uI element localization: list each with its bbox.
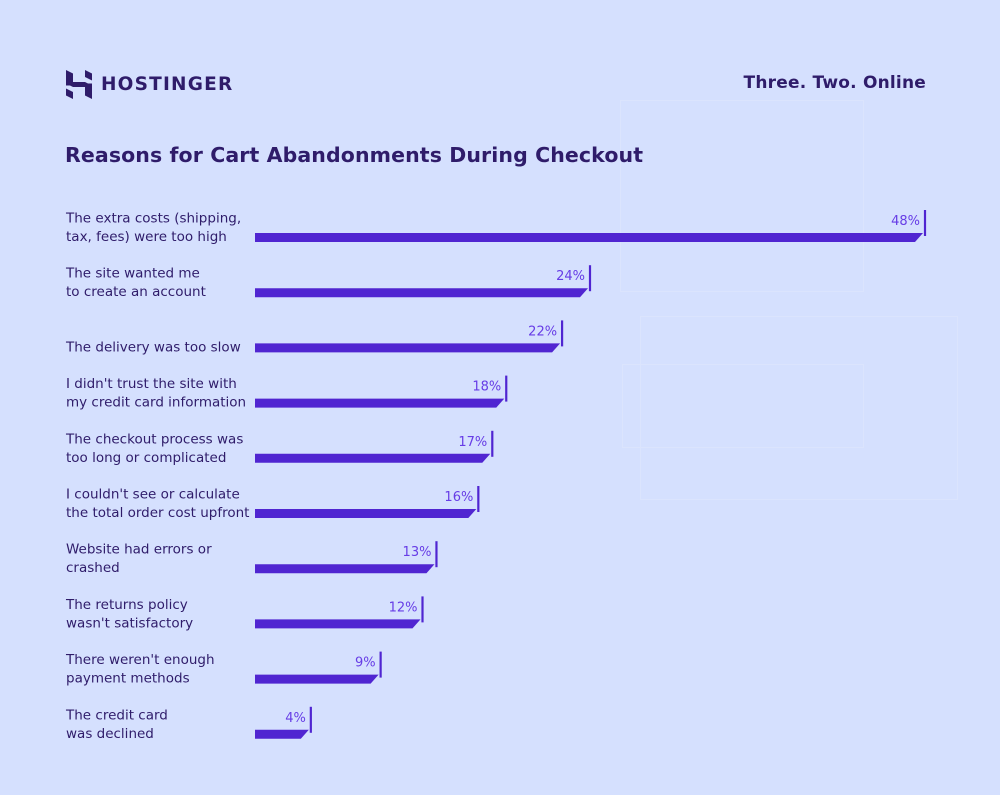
bar-row: 4% The credit card was declined (65, 706, 312, 742)
bar-row: 18% I didn't trust the site with my credit… (66, 375, 508, 411)
category-label: The checkout process was too long or comp… (65, 431, 243, 466)
category-label: The credit card was declined (65, 707, 168, 742)
category-label: I couldn't see or calculate the total ord… (66, 487, 249, 522)
background-decoration (622, 364, 864, 448)
value-label: 22% (528, 324, 557, 339)
bar (255, 453, 491, 463)
bar (255, 729, 309, 739)
value-label: 4% (285, 711, 306, 726)
brand: HOSTINGER (66, 69, 233, 99)
category-label: The returns policy wasn't satisfactory (65, 597, 193, 632)
value-label: 9% (355, 656, 376, 671)
background-decoration (620, 100, 864, 292)
bar-row: 13% Website had errors or crashed (66, 541, 438, 577)
value-label: 16% (444, 490, 473, 505)
bar-row: 17% The checkout process was too long or c… (65, 430, 494, 466)
hostinger-logo-icon (66, 69, 92, 99)
bar-row: 24% The site wanted me to create an accoun… (65, 265, 592, 301)
category-label: The delivery was too slow (65, 339, 241, 355)
bar-row: 12% The returns policy wasn't satisfactory (65, 596, 424, 632)
category-label: The site wanted me to create an account (65, 266, 206, 301)
chart-title: Reasons for Cart Abandonments During Che… (65, 143, 644, 167)
bar (255, 233, 923, 242)
bar-row: 9% There weren't enough payment methods (65, 651, 382, 687)
bar (255, 674, 379, 684)
value-label: 24% (556, 269, 585, 284)
value-label: 17% (458, 435, 487, 450)
bar-row: 48% The extra costs (shipping, tax, fees) … (65, 210, 927, 246)
bar (255, 288, 588, 298)
value-label: 13% (403, 545, 432, 560)
category-label: I didn't trust the site with my credit ca… (66, 376, 246, 411)
brand-name: HOSTINGER (101, 73, 234, 95)
value-label: 18% (472, 380, 501, 395)
category-label: The extra costs (shipping, tax, fees) wer… (65, 211, 241, 246)
background-decoration (640, 316, 958, 500)
category-label: There weren't enough payment methods (65, 652, 215, 687)
bar-row: 16% I couldn't see or calculate the total … (66, 486, 480, 522)
bar (255, 509, 477, 518)
category-label: Website had errors or crashed (66, 542, 212, 577)
value-label: 12% (389, 600, 418, 615)
bar (255, 619, 421, 629)
bar-row: 22% The delivery was too slow (65, 320, 564, 355)
value-label: 48% (891, 214, 920, 229)
tagline: Three. Two. Online (743, 73, 926, 93)
bar (255, 343, 561, 353)
bar (255, 564, 435, 574)
bar (255, 398, 505, 408)
